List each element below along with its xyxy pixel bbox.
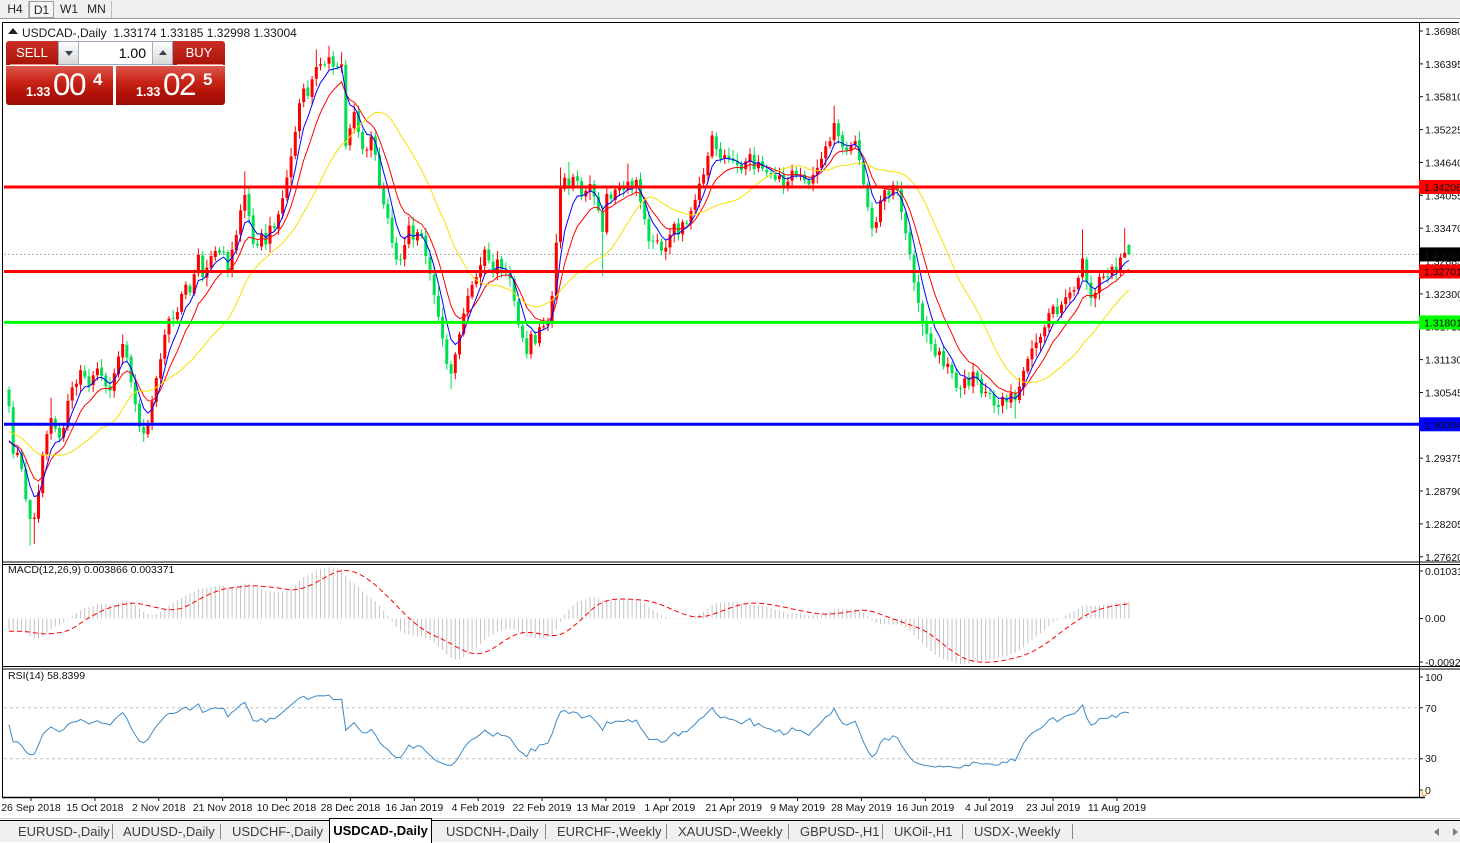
svg-text:11 Aug 2019: 11 Aug 2019 [1088,802,1146,814]
svg-text:2 Nov 2018: 2 Nov 2018 [132,802,186,814]
svg-text:28 Dec 2018: 28 Dec 2018 [321,802,381,814]
svg-text:100: 100 [1425,672,1443,684]
svg-text:1.28790: 1.28790 [1425,486,1460,498]
svg-text:1.30545: 1.30545 [1425,388,1460,400]
svg-text:70: 70 [1425,703,1437,715]
svg-text:21 Apr 2019: 21 Apr 2019 [705,802,762,814]
svg-text:1.31801: 1.31801 [1424,317,1460,329]
svg-text:10 Dec 2018: 10 Dec 2018 [257,802,317,814]
svg-text:1.31130: 1.31130 [1425,355,1460,367]
svg-text:1.35810: 1.35810 [1425,92,1460,104]
svg-text:RSI(14) 58.8399: RSI(14) 58.8399 [8,670,85,682]
svg-text:1.33004: 1.33004 [1424,249,1460,261]
svg-text:1.29375: 1.29375 [1425,453,1460,465]
svg-text:30: 30 [1425,753,1437,765]
svg-text:1.32701: 1.32701 [1424,267,1460,279]
svg-text:1.35225: 1.35225 [1425,125,1460,137]
svg-text:1.27620: 1.27620 [1425,552,1460,564]
svg-text:26 Sep 2018: 26 Sep 2018 [1,802,61,814]
svg-text:1.32300: 1.32300 [1425,289,1460,301]
svg-text:16 Jun 2019: 16 Jun 2019 [896,802,954,814]
svg-text:16 Jan 2019: 16 Jan 2019 [385,802,443,814]
svg-text:1.30004: 1.30004 [1424,419,1460,431]
svg-text:0.00: 0.00 [1425,613,1446,625]
svg-text:23 Jul 2019: 23 Jul 2019 [1026,802,1080,814]
svg-text:1.33470: 1.33470 [1425,223,1460,235]
svg-text:MACD(12,26,9) 0.003866 0.00337: MACD(12,26,9) 0.003866 0.003371 [8,564,175,576]
svg-text:1 Apr 2019: 1 Apr 2019 [644,802,695,814]
svg-text:U: U [1421,788,1428,798]
svg-text:1.34206: 1.34206 [1424,182,1460,194]
svg-text:0: 0 [1425,785,1431,797]
svg-text:4 Jul 2019: 4 Jul 2019 [965,802,1014,814]
svg-text:0.010311: 0.010311 [1425,566,1460,578]
svg-text:-0.009203: -0.009203 [1425,657,1460,669]
svg-text:1.34640: 1.34640 [1425,157,1460,169]
svg-text:28 May 2019: 28 May 2019 [831,802,892,814]
svg-text:4 Feb 2019: 4 Feb 2019 [452,802,505,814]
svg-text:15 Oct 2018: 15 Oct 2018 [66,802,123,814]
svg-text:13 Mar 2019: 13 Mar 2019 [576,802,635,814]
svg-text:1.36395: 1.36395 [1425,59,1460,71]
svg-text:21 Nov 2018: 21 Nov 2018 [193,802,253,814]
svg-text:1.36980: 1.36980 [1425,26,1460,38]
svg-text:1.28205: 1.28205 [1425,519,1460,531]
svg-text:9 May 2019: 9 May 2019 [770,802,825,814]
svg-text:22 Feb 2019: 22 Feb 2019 [513,802,572,814]
